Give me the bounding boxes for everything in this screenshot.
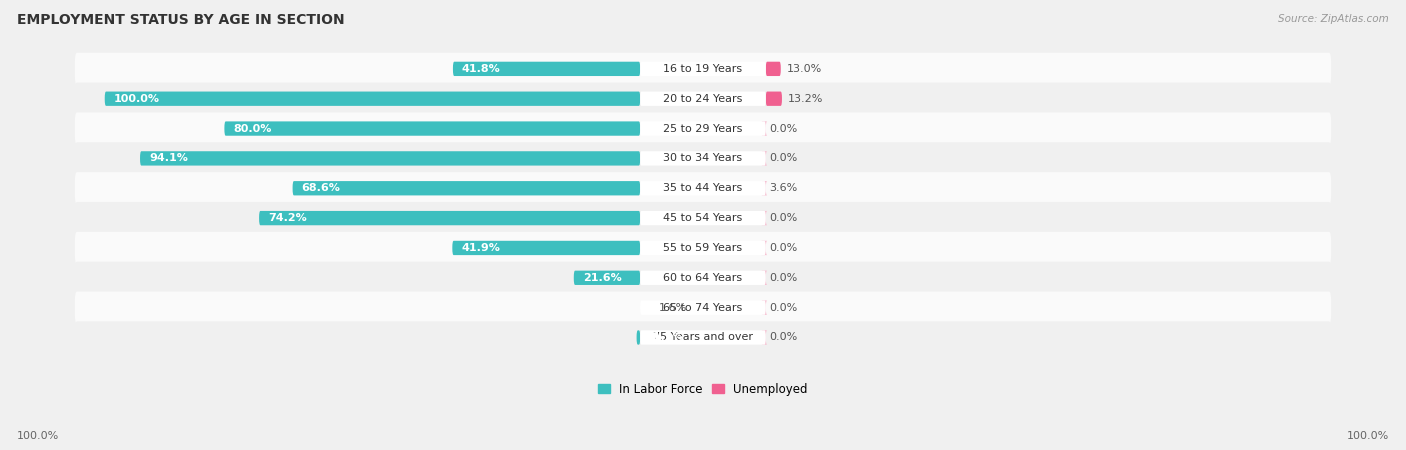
- FancyBboxPatch shape: [259, 211, 640, 225]
- Text: 80.0%: 80.0%: [233, 124, 271, 134]
- Text: Source: ZipAtlas.com: Source: ZipAtlas.com: [1278, 14, 1389, 23]
- Text: 0.0%: 0.0%: [769, 273, 797, 283]
- FancyBboxPatch shape: [75, 53, 1331, 85]
- FancyBboxPatch shape: [225, 122, 640, 136]
- FancyBboxPatch shape: [766, 91, 782, 106]
- Text: 100.0%: 100.0%: [17, 431, 59, 441]
- Text: 60 to 64 Years: 60 to 64 Years: [664, 273, 742, 283]
- Text: 55 to 59 Years: 55 to 59 Years: [664, 243, 742, 253]
- FancyBboxPatch shape: [762, 330, 768, 345]
- FancyBboxPatch shape: [75, 83, 1331, 115]
- FancyBboxPatch shape: [640, 270, 766, 285]
- FancyBboxPatch shape: [104, 91, 640, 106]
- Text: 0.0%: 0.0%: [769, 303, 797, 313]
- FancyBboxPatch shape: [762, 122, 768, 136]
- Text: 0.0%: 0.0%: [769, 153, 797, 163]
- FancyBboxPatch shape: [640, 151, 766, 166]
- Text: 0.0%: 0.0%: [769, 213, 797, 223]
- Text: 74.2%: 74.2%: [269, 213, 307, 223]
- FancyBboxPatch shape: [762, 151, 768, 166]
- Text: 0.0%: 0.0%: [769, 243, 797, 253]
- FancyBboxPatch shape: [640, 330, 766, 345]
- Text: 100.0%: 100.0%: [114, 94, 160, 104]
- Text: 11.1%: 11.1%: [645, 333, 685, 342]
- Text: 65 to 74 Years: 65 to 74 Years: [664, 303, 742, 313]
- FancyBboxPatch shape: [640, 241, 766, 255]
- Text: 30 to 34 Years: 30 to 34 Years: [664, 153, 742, 163]
- Text: 1.6%: 1.6%: [659, 303, 688, 313]
- FancyBboxPatch shape: [75, 142, 1331, 175]
- Text: 0.0%: 0.0%: [769, 333, 797, 342]
- Text: 13.2%: 13.2%: [787, 94, 824, 104]
- FancyBboxPatch shape: [637, 330, 640, 345]
- Text: 3.6%: 3.6%: [769, 183, 797, 193]
- FancyBboxPatch shape: [640, 211, 766, 225]
- FancyBboxPatch shape: [640, 181, 766, 195]
- Text: 16 to 19 Years: 16 to 19 Years: [664, 64, 742, 74]
- FancyBboxPatch shape: [640, 62, 766, 76]
- FancyBboxPatch shape: [574, 270, 640, 285]
- FancyBboxPatch shape: [762, 181, 768, 195]
- Text: EMPLOYMENT STATUS BY AGE IN SECTION: EMPLOYMENT STATUS BY AGE IN SECTION: [17, 14, 344, 27]
- FancyBboxPatch shape: [762, 270, 768, 285]
- Text: 20 to 24 Years: 20 to 24 Years: [664, 94, 742, 104]
- Legend: In Labor Force, Unemployed: In Labor Force, Unemployed: [593, 378, 813, 400]
- Text: 45 to 54 Years: 45 to 54 Years: [664, 213, 742, 223]
- FancyBboxPatch shape: [292, 181, 640, 195]
- Text: 68.6%: 68.6%: [301, 183, 340, 193]
- FancyBboxPatch shape: [640, 91, 766, 106]
- Text: 100.0%: 100.0%: [1347, 431, 1389, 441]
- Text: 0.0%: 0.0%: [769, 124, 797, 134]
- FancyBboxPatch shape: [75, 202, 1331, 234]
- FancyBboxPatch shape: [75, 112, 1331, 145]
- FancyBboxPatch shape: [762, 301, 768, 315]
- FancyBboxPatch shape: [453, 62, 640, 76]
- FancyBboxPatch shape: [75, 292, 1331, 324]
- Text: 21.6%: 21.6%: [582, 273, 621, 283]
- FancyBboxPatch shape: [453, 241, 640, 255]
- FancyBboxPatch shape: [640, 122, 766, 136]
- FancyBboxPatch shape: [640, 301, 766, 315]
- Text: 75 Years and over: 75 Years and over: [652, 333, 754, 342]
- FancyBboxPatch shape: [762, 241, 768, 255]
- FancyBboxPatch shape: [75, 172, 1331, 204]
- Text: 41.8%: 41.8%: [463, 64, 501, 74]
- Text: 41.9%: 41.9%: [461, 243, 501, 253]
- Text: 94.1%: 94.1%: [149, 153, 188, 163]
- Text: 35 to 44 Years: 35 to 44 Years: [664, 183, 742, 193]
- FancyBboxPatch shape: [762, 211, 768, 225]
- FancyBboxPatch shape: [75, 232, 1331, 264]
- Text: 13.0%: 13.0%: [787, 64, 823, 74]
- FancyBboxPatch shape: [141, 151, 640, 166]
- FancyBboxPatch shape: [75, 262, 1331, 294]
- Text: 25 to 29 Years: 25 to 29 Years: [664, 124, 742, 134]
- FancyBboxPatch shape: [75, 321, 1331, 354]
- FancyBboxPatch shape: [766, 62, 780, 76]
